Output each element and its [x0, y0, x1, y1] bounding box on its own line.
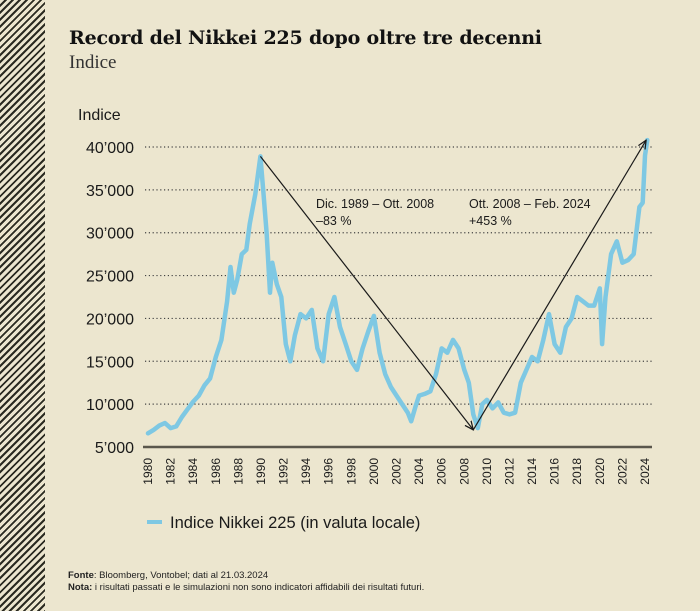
decorative-hatch-strip	[0, 0, 45, 611]
rise-arrow	[472, 140, 646, 431]
annotation-decline-period: Dic. 1989 – Ott. 2008	[316, 197, 434, 211]
x-tick-label: 2024	[638, 458, 652, 485]
x-tick-label: 2014	[525, 458, 539, 485]
x-tick-label: 1988	[231, 458, 245, 485]
chart-subtitle: Indice	[69, 52, 117, 73]
x-tick-label: 1984	[186, 458, 200, 485]
disclaimer-note: Nota: i risultati passati e le simulazio…	[68, 582, 424, 593]
y-tick-label: 35’000	[86, 183, 134, 200]
x-tick-label: 1982	[164, 458, 178, 485]
decline-arrow	[259, 156, 473, 429]
x-tick-label: 2006	[435, 458, 449, 485]
x-tick-label: 1990	[254, 458, 268, 485]
x-tick-label: 1994	[299, 458, 313, 485]
annotation-rise-pct: +453 %	[469, 214, 512, 228]
annotation-decline-pct: –83 %	[316, 214, 351, 228]
x-tick-label: 2008	[457, 458, 471, 485]
y-tick-label: 30’000	[86, 226, 134, 243]
x-tick-label: 2020	[593, 458, 607, 485]
note-label: Nota:	[68, 582, 93, 593]
y-tick-label: 40’000	[86, 140, 134, 157]
x-tick-label: 2002	[390, 458, 404, 485]
x-tick-label: 2012	[502, 458, 516, 485]
annotation-rise-period: Ott. 2008 – Feb. 2024	[469, 197, 591, 211]
x-tick-label: 1986	[209, 458, 223, 485]
y-axis-label: Indice	[78, 107, 121, 124]
chart-title: Record del Nikkei 225 dopo oltre tre dec…	[69, 27, 542, 49]
source-label: Fonte	[68, 570, 94, 581]
y-tick-label: 15’000	[86, 354, 134, 371]
x-tick-label: 2018	[570, 458, 584, 485]
x-tick-label: 2016	[548, 458, 562, 485]
legend: Indice Nikkei 225 (in valuta locale)	[147, 514, 420, 532]
x-tick-label: 2000	[367, 458, 381, 485]
y-tick-label: 20’000	[86, 311, 134, 328]
y-tick-label: 10’000	[86, 397, 134, 414]
x-tick-label: 2022	[615, 458, 629, 485]
note-text: i risultati passati e le simulazioni non…	[92, 582, 425, 593]
legend-label: Indice Nikkei 225 (in valuta locale)	[170, 514, 420, 532]
x-tick-label: 2010	[480, 458, 494, 485]
x-tick-label: 1980	[141, 458, 155, 485]
x-tick-label: 1996	[322, 458, 336, 485]
x-tick-label: 1998	[344, 458, 358, 485]
x-tick-label: 1992	[277, 458, 291, 485]
source-note: Fonte: Bloomberg, Vontobel; dati al 21.0…	[68, 570, 268, 581]
source-text: : Bloomberg, Vontobel; dati al 21.03.202…	[93, 570, 269, 581]
series-line-nikkei-225	[145, 137, 650, 436]
y-tick-label: 5’000	[95, 440, 134, 457]
x-tick-label: 2004	[412, 458, 426, 485]
y-tick-label: 25’000	[86, 269, 134, 286]
